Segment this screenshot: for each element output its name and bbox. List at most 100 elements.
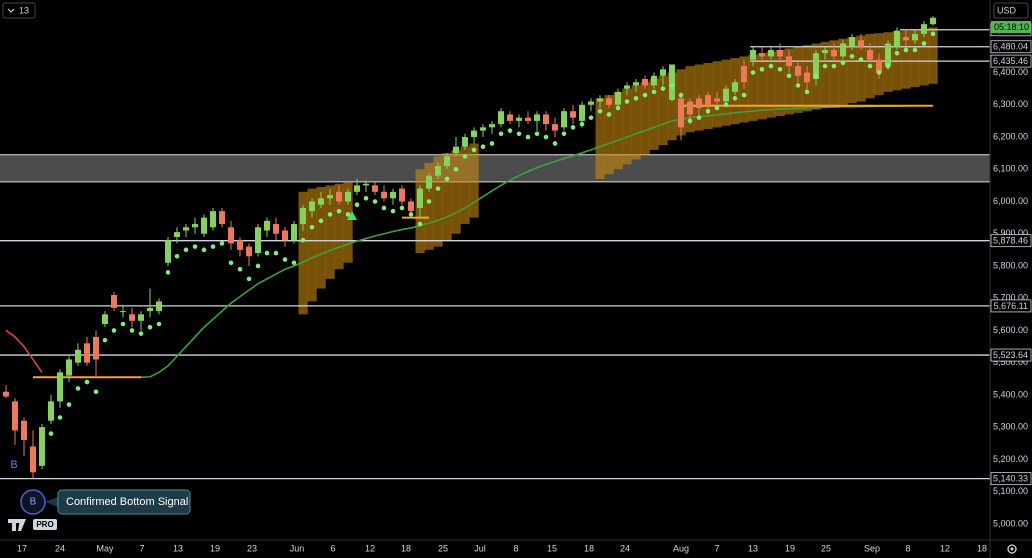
candle-body — [561, 111, 567, 128]
moving-average — [140, 104, 933, 378]
interval-box[interactable] — [2, 2, 36, 19]
gear-center — [1010, 547, 1014, 551]
candle-body — [237, 240, 243, 250]
candle-body — [246, 246, 252, 257]
trail-dot — [498, 131, 504, 137]
trail-dot — [921, 41, 927, 46]
trail-dot — [894, 50, 900, 56]
candle-body — [723, 88, 729, 102]
candle-body — [291, 224, 297, 241]
candle-body — [525, 117, 531, 121]
candle-body — [813, 53, 819, 79]
trail-dot — [489, 141, 495, 146]
y-tick-label: 5,100.00 — [993, 486, 1028, 496]
interval-button[interactable]: 13 — [2, 2, 36, 19]
price-line-box — [990, 348, 1032, 362]
gray-zone — [0, 154, 990, 182]
logo-mark — [8, 519, 26, 531]
trail-dot — [228, 260, 234, 266]
price-line-box — [990, 54, 1032, 68]
trail-dot — [750, 70, 756, 75]
band-segment — [451, 149, 461, 234]
trail-dot — [876, 70, 882, 75]
candle-body — [759, 53, 765, 57]
band-segment — [298, 191, 308, 315]
candle-body — [282, 230, 288, 241]
candle-body — [921, 24, 927, 34]
x-tick-label: 25 — [438, 543, 448, 553]
candle-body — [903, 37, 909, 41]
band-segment — [433, 156, 443, 247]
trail-dot — [516, 131, 522, 137]
trail-dot — [606, 112, 612, 117]
candle-body — [867, 49, 873, 60]
candle-body — [255, 227, 261, 254]
y-tick-label: 5,500.00 — [993, 357, 1028, 367]
trail-dot — [732, 96, 738, 101]
candle-body — [84, 343, 90, 363]
trail-dot — [831, 63, 837, 69]
trail-dot — [165, 270, 171, 275]
trail-dot — [300, 237, 306, 243]
band-segment — [622, 88, 632, 165]
candle-body — [318, 198, 324, 205]
x-tick-label: 13 — [748, 543, 758, 553]
band-segment — [640, 82, 650, 155]
currency-label: USD — [997, 5, 1017, 15]
trail-dot — [183, 247, 189, 253]
candle-body — [39, 427, 45, 466]
trail-dot — [615, 105, 621, 111]
x-tick-label: 19 — [785, 543, 795, 553]
gear-icon[interactable] — [1007, 544, 1017, 554]
band-segment — [757, 53, 767, 120]
trail-dot — [210, 244, 216, 249]
x-tick-label: Jul — [474, 543, 486, 553]
band-segment — [442, 153, 452, 241]
bottom-signal: B — [10, 459, 17, 471]
candle-body — [138, 314, 144, 321]
trail-dot — [858, 57, 864, 62]
y-tick-label: 5,400.00 — [993, 389, 1028, 399]
candle-body — [12, 401, 18, 431]
trail-dot — [867, 63, 873, 69]
trail-dot — [579, 121, 585, 127]
trail-dot — [363, 195, 369, 201]
currency-button[interactable]: USD — [993, 2, 1029, 19]
band-segment — [667, 72, 677, 141]
band-segment — [613, 91, 623, 170]
trail-dot — [453, 166, 459, 172]
moving-average — [5, 329, 43, 373]
candle-body — [102, 314, 108, 324]
x-tick-label: 8 — [905, 543, 910, 553]
band-segment — [631, 85, 641, 160]
band-segment — [829, 40, 839, 107]
trail-dot — [390, 208, 396, 214]
trail-dot — [156, 321, 162, 327]
band-segment — [838, 38, 848, 105]
candle-body — [264, 220, 270, 231]
trail-dot — [174, 253, 180, 259]
price-line-label: 5,523.64 — [993, 350, 1028, 360]
currency-box[interactable] — [993, 2, 1029, 19]
price-line-label: 6,435.46 — [993, 56, 1028, 66]
candle-body — [120, 311, 126, 313]
x-tick-label: Aug — [673, 543, 689, 553]
trail-dot — [327, 212, 333, 217]
trail-dot — [705, 108, 711, 114]
trail-dot — [930, 31, 936, 37]
trail-dot — [525, 134, 531, 140]
settings-button[interactable] — [1007, 544, 1017, 554]
band-segment — [784, 48, 794, 115]
trail-dot — [741, 92, 747, 98]
candle-body — [552, 124, 558, 131]
band-segment — [658, 75, 668, 146]
price-line-box — [990, 234, 1032, 248]
band-segment — [469, 143, 479, 218]
candle-body — [831, 49, 837, 57]
candle-body — [111, 294, 117, 308]
x-tick-label: May — [96, 543, 114, 553]
x-tick-label: 17 — [17, 543, 27, 553]
price-line-box — [990, 299, 1032, 313]
